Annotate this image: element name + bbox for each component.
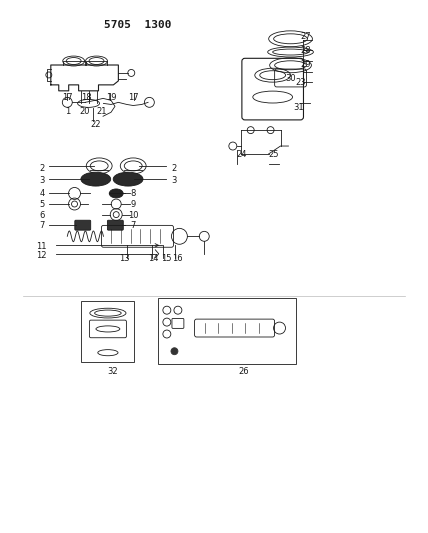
Ellipse shape	[113, 172, 143, 186]
Circle shape	[171, 348, 178, 354]
Ellipse shape	[81, 172, 111, 186]
Text: 26: 26	[238, 367, 249, 376]
Text: 30: 30	[285, 74, 296, 83]
Text: 10: 10	[128, 211, 138, 220]
Text: 19: 19	[106, 93, 116, 102]
Text: 21: 21	[96, 107, 107, 116]
FancyBboxPatch shape	[75, 220, 91, 230]
Text: 31: 31	[294, 103, 304, 112]
Text: 4: 4	[39, 189, 45, 198]
Text: 29: 29	[300, 60, 311, 69]
FancyBboxPatch shape	[107, 220, 123, 230]
Ellipse shape	[109, 189, 123, 198]
Text: 16: 16	[172, 254, 183, 263]
Text: 9: 9	[131, 200, 136, 209]
Text: 22: 22	[91, 120, 101, 129]
Text: 25: 25	[268, 150, 279, 159]
Text: 11: 11	[36, 243, 47, 252]
Text: 27: 27	[300, 32, 311, 41]
Text: 3: 3	[171, 176, 176, 185]
Text: 18: 18	[81, 93, 92, 102]
Text: 13: 13	[119, 254, 130, 263]
Text: 7: 7	[131, 221, 136, 230]
Text: 6: 6	[39, 211, 45, 220]
Text: 32: 32	[107, 367, 118, 376]
Text: 14: 14	[149, 254, 159, 263]
Text: 2: 2	[39, 164, 45, 173]
Text: 5: 5	[39, 200, 45, 209]
Text: 7: 7	[39, 221, 45, 230]
Text: 12: 12	[36, 252, 47, 261]
Text: 2: 2	[171, 164, 176, 173]
Text: 5705  1300: 5705 1300	[104, 20, 171, 30]
Text: 3: 3	[39, 176, 45, 185]
Text: 17: 17	[62, 93, 73, 102]
Text: 17: 17	[128, 93, 139, 102]
Text: 15: 15	[161, 254, 172, 263]
Text: 28: 28	[300, 46, 311, 55]
Text: 23: 23	[296, 78, 306, 87]
Text: 1: 1	[65, 107, 70, 116]
Text: 24: 24	[236, 150, 247, 159]
Text: 20: 20	[79, 107, 89, 116]
Text: 8: 8	[131, 189, 136, 198]
